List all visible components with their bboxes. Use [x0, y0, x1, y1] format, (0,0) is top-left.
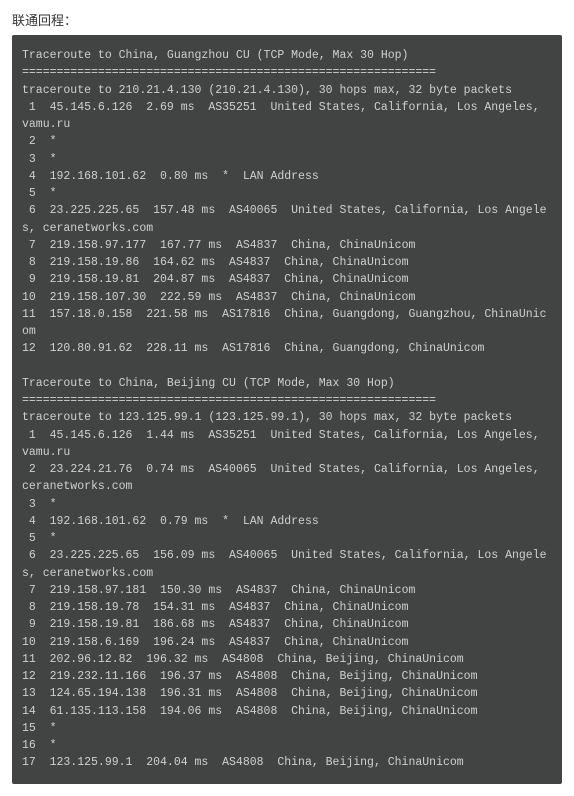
hop-line: 4 192.168.101.62 0.79 ms * LAN Address	[22, 515, 319, 528]
hop-line: 5 *	[22, 532, 57, 545]
hop-line: 8 219.158.19.78 154.31 ms AS4837 China, …	[22, 601, 408, 614]
hop-line: 5 *	[22, 187, 57, 200]
hop-line: 15 *	[22, 722, 57, 735]
hop-line: 1 45.145.6.126 1.44 ms AS35251 United St…	[22, 429, 547, 459]
trace-summary: traceroute to 123.125.99.1 (123.125.99.1…	[22, 411, 512, 424]
hop-line: 10 219.158.6.169 196.24 ms AS4837 China,…	[22, 636, 408, 649]
trace-block-0: Traceroute to China, Guangzhou CU (TCP M…	[22, 49, 547, 355]
trace-title: Traceroute to China, Guangzhou CU (TCP M…	[22, 49, 408, 62]
hop-line: 6 23.225.225.65 156.09 ms AS40065 United…	[22, 549, 547, 579]
hop-line: 14 61.135.113.158 194.06 ms AS4808 China…	[22, 705, 477, 718]
hop-line: 17 123.125.99.1 204.04 ms AS4808 China, …	[22, 756, 464, 769]
hop-line: 2 23.224.21.76 0.74 ms AS40065 United St…	[22, 463, 547, 493]
hop-line: 11 157.18.0.158 221.58 ms AS17816 China,…	[22, 308, 547, 338]
hop-line: 3 *	[22, 153, 57, 166]
trace-block-1: Traceroute to China, Beijing CU (TCP Mod…	[22, 377, 547, 770]
header-title: 联通回程：	[12, 13, 77, 28]
hop-line: 11 202.96.12.82 196.32 ms AS4808 China, …	[22, 653, 464, 666]
hop-line: 10 219.158.107.30 222.59 ms AS4837 China…	[22, 291, 415, 304]
hop-line: 8 219.158.19.86 164.62 ms AS4837 China, …	[22, 256, 408, 269]
hop-line: 12 120.80.91.62 228.11 ms AS17816 China,…	[22, 342, 484, 355]
hop-line: 1 45.145.6.126 2.69 ms AS35251 United St…	[22, 101, 547, 131]
hop-line: 9 219.158.19.81 186.68 ms AS4837 China, …	[22, 618, 408, 631]
hop-line: 3 *	[22, 498, 57, 511]
hop-line: 6 23.225.225.65 157.48 ms AS40065 United…	[22, 204, 547, 234]
hop-line: 4 192.168.101.62 0.80 ms * LAN Address	[22, 170, 319, 183]
trace-summary: traceroute to 210.21.4.130 (210.21.4.130…	[22, 84, 512, 97]
hop-line: 7 219.158.97.177 167.77 ms AS4837 China,…	[22, 239, 415, 252]
trace-divider: ========================================…	[22, 66, 436, 79]
section-header: 联通回程：	[0, 0, 574, 35]
hop-line: 7 219.158.97.181 150.30 ms AS4837 China,…	[22, 584, 415, 597]
hop-line: 16 *	[22, 739, 57, 752]
hop-line: 13 124.65.194.138 196.31 ms AS4808 China…	[22, 687, 477, 700]
hop-line: 2 *	[22, 135, 57, 148]
trace-title: Traceroute to China, Beijing CU (TCP Mod…	[22, 377, 395, 390]
trace-divider: ========================================…	[22, 394, 436, 407]
terminal-output: Traceroute to China, Guangzhou CU (TCP M…	[12, 35, 562, 784]
hop-line: 9 219.158.19.81 204.87 ms AS4837 China, …	[22, 273, 408, 286]
hop-line: 12 219.232.11.166 196.37 ms AS4808 China…	[22, 670, 477, 683]
